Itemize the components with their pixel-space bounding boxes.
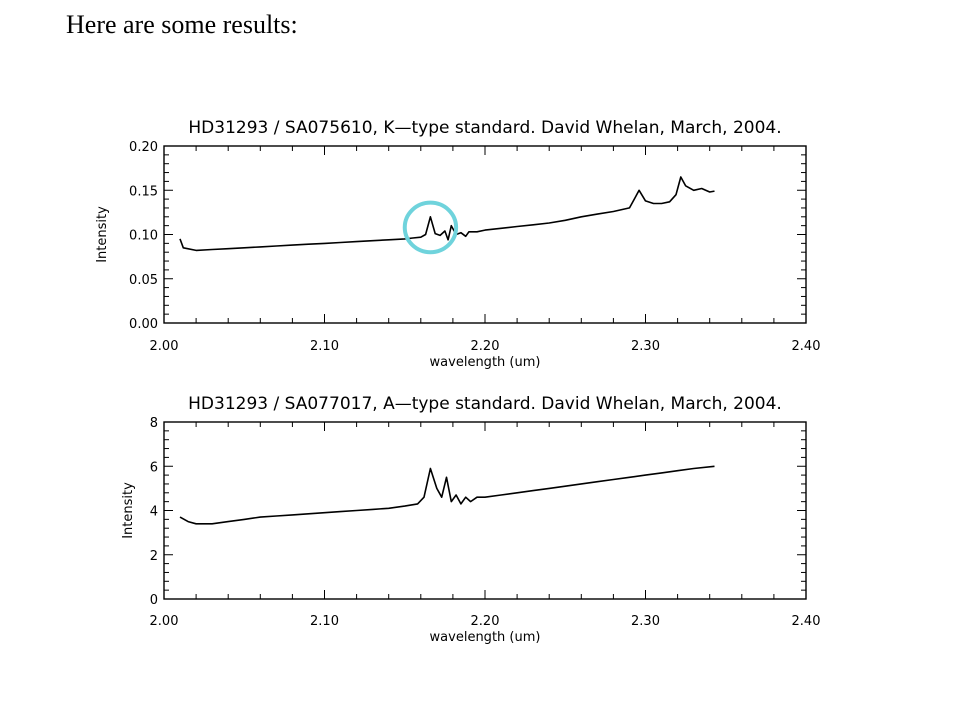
chart2-ytick-label: 0 bbox=[150, 593, 158, 608]
chart1-xtick-label: 2.00 bbox=[150, 339, 179, 354]
chart1-ytick-label: 0.05 bbox=[129, 273, 158, 288]
chart1-ytick-label: 0.20 bbox=[129, 140, 158, 155]
chart1-series-line bbox=[179, 176, 715, 252]
chart2-xtick-label: 2.30 bbox=[631, 614, 660, 629]
chart1-highlight-circle bbox=[402, 200, 459, 255]
chart2-xlabel: wavelength (um) bbox=[430, 630, 541, 645]
chart2-plot-frame bbox=[163, 421, 807, 600]
chart2-series-line bbox=[179, 465, 715, 525]
chart2-xtick-label: 2.40 bbox=[792, 614, 821, 629]
chart1-xlabel: wavelength (um) bbox=[430, 355, 541, 370]
chart1-ylabel: Intensity bbox=[95, 206, 110, 263]
chart2-title: HD31293 / SA077017, A—type standard. Dav… bbox=[188, 394, 782, 414]
chart1-ytick-label: 0.15 bbox=[129, 184, 158, 199]
chart1-xtick-label: 2.10 bbox=[310, 339, 339, 354]
chart1-ytick-label: 0.00 bbox=[129, 317, 158, 332]
chart1-xtick-label: 2.40 bbox=[792, 339, 821, 354]
chart2-xtick-label: 2.00 bbox=[150, 614, 179, 629]
chart1-title: HD31293 / SA075610, K—type standard. Dav… bbox=[188, 118, 781, 138]
chart2-ytick-label: 6 bbox=[150, 460, 158, 475]
chart2-ytick-label: 8 bbox=[150, 416, 158, 431]
chart2-xtick-label: 2.20 bbox=[471, 614, 500, 629]
chart1-xtick-label: 2.20 bbox=[471, 339, 500, 354]
slide-heading: Here are some results: bbox=[66, 10, 298, 39]
chart2-ytick-label: 2 bbox=[150, 549, 158, 564]
chart2-ylabel: Intensity bbox=[121, 482, 136, 539]
chart1-ytick-label: 0.10 bbox=[129, 229, 158, 244]
chart2-ytick-label: 4 bbox=[150, 505, 158, 520]
chart2-xtick-label: 2.10 bbox=[310, 614, 339, 629]
chart1-xtick-label: 2.30 bbox=[631, 339, 660, 354]
